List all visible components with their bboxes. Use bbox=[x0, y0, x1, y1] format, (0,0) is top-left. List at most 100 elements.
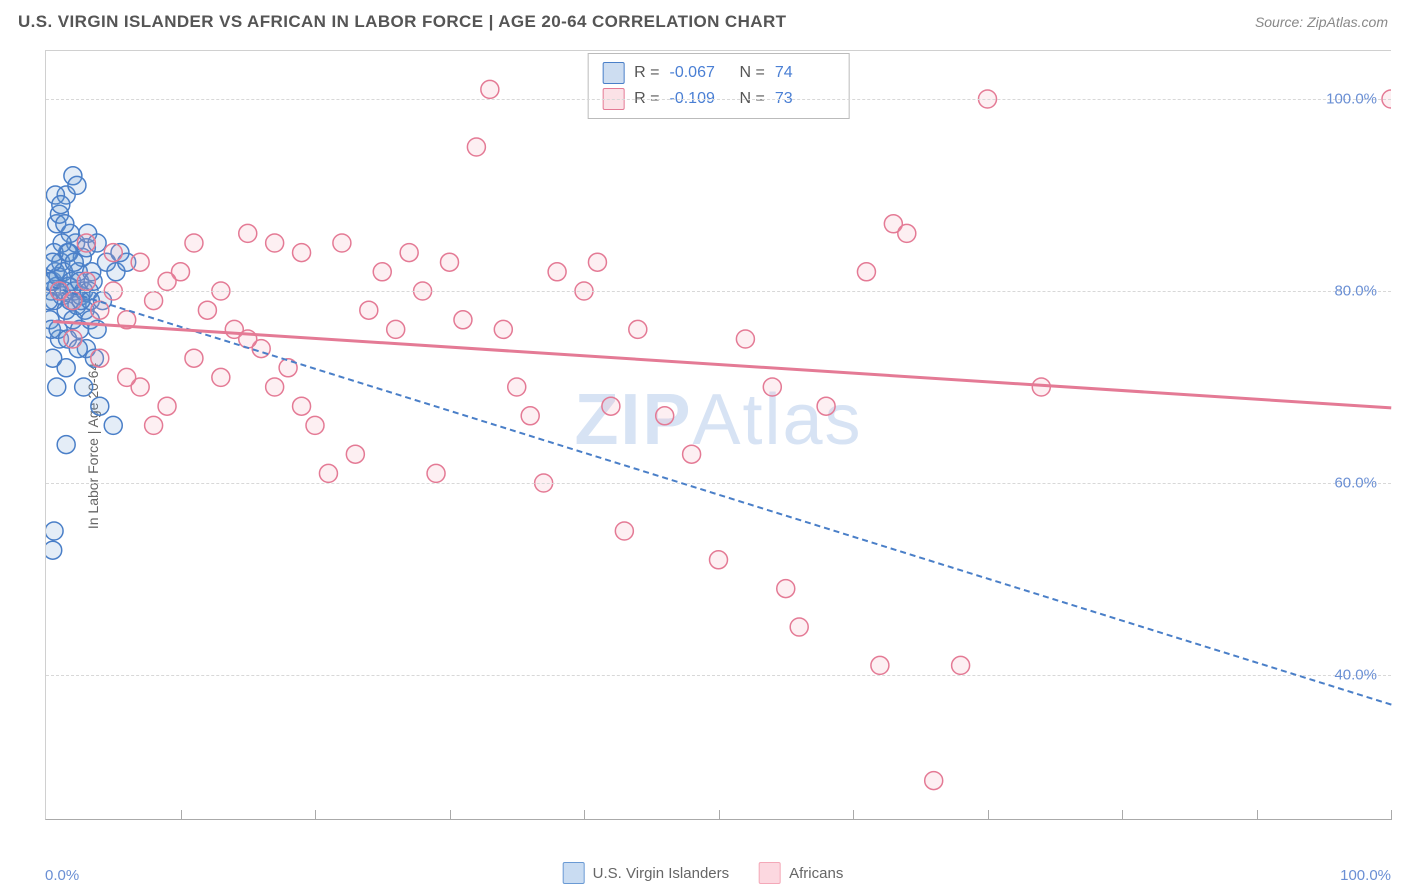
data-point-usvi bbox=[77, 340, 95, 358]
x-tick-mark bbox=[450, 810, 451, 820]
data-point-afr bbox=[602, 397, 620, 415]
data-point-afr bbox=[656, 407, 674, 425]
data-point-afr bbox=[857, 263, 875, 281]
x-tick-mark bbox=[584, 810, 585, 820]
data-point-afr bbox=[77, 272, 95, 290]
data-point-usvi bbox=[98, 253, 116, 271]
gridline bbox=[46, 483, 1391, 484]
gridline bbox=[46, 99, 1391, 100]
data-point-afr bbox=[387, 320, 405, 338]
data-point-usvi bbox=[46, 263, 64, 281]
data-point-afr bbox=[817, 397, 835, 415]
data-point-afr bbox=[454, 311, 472, 329]
data-point-usvi bbox=[46, 253, 62, 271]
bottom-legend: U.S. Virgin Islanders Africans bbox=[563, 862, 844, 884]
data-point-afr bbox=[145, 292, 163, 310]
data-point-afr bbox=[777, 580, 795, 598]
x-tick-mark bbox=[853, 810, 854, 820]
data-point-usvi bbox=[57, 436, 75, 454]
data-point-usvi bbox=[79, 224, 97, 242]
data-point-usvi bbox=[81, 311, 99, 329]
y-tick-label: 80.0% bbox=[1334, 283, 1377, 300]
data-point-usvi bbox=[69, 340, 87, 358]
gridline bbox=[46, 291, 1391, 292]
r-value-usvi: -0.067 bbox=[670, 60, 730, 86]
title-bar: U.S. VIRGIN ISLANDER VS AFRICAN IN LABOR… bbox=[0, 0, 1406, 44]
data-point-afr bbox=[293, 397, 311, 415]
data-point-afr bbox=[158, 272, 176, 290]
x-min-label: 0.0% bbox=[45, 867, 79, 884]
data-point-afr bbox=[588, 253, 606, 271]
data-point-usvi bbox=[56, 215, 74, 233]
data-point-afr bbox=[481, 80, 499, 98]
data-point-afr bbox=[131, 378, 149, 396]
data-point-afr bbox=[91, 349, 109, 367]
data-point-usvi bbox=[48, 215, 66, 233]
data-point-usvi bbox=[52, 253, 70, 271]
data-point-afr bbox=[158, 397, 176, 415]
data-point-usvi bbox=[67, 234, 85, 252]
watermark-bold: ZIP bbox=[574, 380, 692, 460]
data-point-afr bbox=[131, 253, 149, 271]
y-tick-label: 40.0% bbox=[1334, 667, 1377, 684]
source-label: Source: ZipAtlas.com bbox=[1255, 14, 1388, 30]
data-point-afr bbox=[360, 301, 378, 319]
data-point-afr bbox=[548, 263, 566, 281]
data-point-usvi bbox=[57, 301, 75, 319]
data-point-afr bbox=[145, 416, 163, 434]
data-point-afr bbox=[871, 656, 889, 674]
data-point-afr bbox=[266, 378, 284, 396]
x-tick-mark bbox=[1391, 810, 1392, 820]
data-point-usvi bbox=[46, 244, 63, 262]
x-tick-mark bbox=[315, 810, 316, 820]
data-point-afr bbox=[104, 244, 122, 262]
data-point-afr bbox=[467, 138, 485, 156]
data-point-afr bbox=[185, 234, 203, 252]
stat-row-usvi: R = -0.067 N = 74 bbox=[602, 60, 835, 86]
data-point-usvi bbox=[46, 186, 64, 204]
data-point-afr bbox=[629, 320, 647, 338]
data-point-usvi bbox=[59, 330, 77, 348]
n-value-usvi: 74 bbox=[775, 60, 835, 86]
watermark-light: Atlas bbox=[692, 380, 862, 460]
data-point-afr bbox=[683, 445, 701, 463]
data-point-afr bbox=[884, 215, 902, 233]
data-point-usvi bbox=[46, 522, 63, 540]
data-point-afr bbox=[952, 656, 970, 674]
data-point-usvi bbox=[60, 244, 78, 262]
legend-swatch-usvi bbox=[563, 862, 585, 884]
data-point-usvi bbox=[54, 263, 72, 281]
gridline bbox=[46, 675, 1391, 676]
n-label-usvi: N = bbox=[740, 60, 765, 86]
data-point-usvi bbox=[52, 196, 70, 214]
data-point-afr bbox=[790, 618, 808, 636]
data-point-afr bbox=[508, 378, 526, 396]
data-point-afr bbox=[736, 330, 754, 348]
trend-line-usvi bbox=[52, 286, 1391, 706]
data-point-afr bbox=[172, 263, 190, 281]
chart-title: U.S. VIRGIN ISLANDER VS AFRICAN IN LABOR… bbox=[18, 12, 786, 32]
correlation-stats-box: R = -0.067 N = 74 R = -0.109 N = 73 bbox=[587, 53, 850, 119]
data-point-usvi bbox=[65, 253, 83, 271]
x-tick-mark bbox=[719, 810, 720, 820]
data-point-afr bbox=[118, 368, 136, 386]
data-point-usvi bbox=[63, 272, 81, 290]
data-point-usvi bbox=[64, 167, 82, 185]
data-point-usvi bbox=[104, 416, 122, 434]
data-point-afr bbox=[373, 263, 391, 281]
data-point-afr bbox=[898, 224, 916, 242]
data-point-usvi bbox=[57, 186, 75, 204]
data-point-usvi bbox=[91, 397, 109, 415]
data-point-usvi bbox=[111, 244, 129, 262]
data-point-afr bbox=[441, 253, 459, 271]
data-point-usvi bbox=[50, 330, 68, 348]
data-point-usvi bbox=[75, 378, 93, 396]
data-point-usvi bbox=[57, 359, 75, 377]
data-point-afr bbox=[763, 378, 781, 396]
data-point-afr bbox=[333, 234, 351, 252]
data-point-usvi bbox=[46, 292, 63, 310]
data-point-usvi bbox=[46, 349, 62, 367]
trend-line-afr bbox=[53, 320, 1391, 409]
data-point-usvi bbox=[59, 244, 77, 262]
data-point-afr bbox=[306, 416, 324, 434]
